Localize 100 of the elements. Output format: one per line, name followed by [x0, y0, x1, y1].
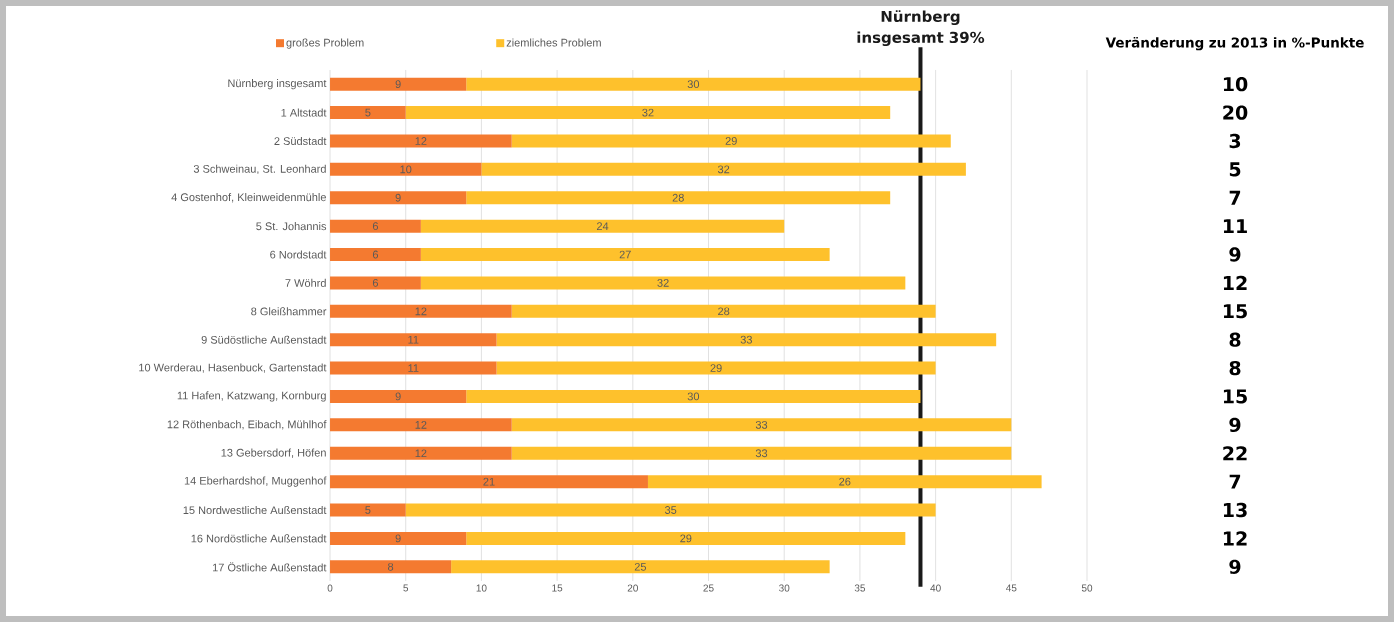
- data-label: 28: [672, 193, 684, 202]
- data-label: 12: [415, 307, 427, 316]
- text: 20: [1223, 105, 1248, 120]
- x-tick-label: 15: [552, 584, 563, 592]
- data-label: 32: [717, 165, 730, 174]
- data-label: 12: [415, 449, 427, 458]
- text: 7: [1229, 474, 1241, 489]
- bar: [451, 560, 830, 574]
- bar: [330, 77, 467, 91]
- legend-label: großes Problem: [286, 38, 364, 49]
- data-label: 6: [372, 222, 379, 231]
- x-tick-label: 30: [779, 584, 790, 592]
- x-tick-label: 5: [403, 584, 409, 592]
- text: 8: [1229, 332, 1241, 347]
- y-tick-label: 8 Gleißhammer: [251, 307, 327, 316]
- text: 8: [1229, 360, 1241, 376]
- bar: [511, 418, 1012, 432]
- y-tick-label: 17 Östliche Außenstadt: [213, 562, 327, 572]
- data-label: 9: [395, 392, 401, 401]
- legend-label: ziemliches Problem: [506, 38, 601, 47]
- data-label: 32: [642, 108, 654, 117]
- y-tick-label: 12 Röthenbach, Eibach, Mühlhof: [167, 420, 327, 430]
- data-label: 8: [388, 562, 394, 571]
- x-tick-label: 45: [1005, 584, 1017, 592]
- text: 12: [1223, 531, 1247, 546]
- data-label: 9: [395, 534, 401, 543]
- y-tick-label: 13 Gebersdorf, Höfen: [221, 448, 326, 458]
- text: 22: [1223, 446, 1247, 461]
- data-label: 11: [408, 364, 419, 372]
- data-label: 32: [657, 279, 669, 287]
- data-label: 28: [718, 307, 730, 316]
- bar: [330, 333, 497, 347]
- text: 5: [1229, 162, 1241, 177]
- y-tick-label: 9 Südöstliche Außenstadt: [201, 335, 327, 344]
- data-label: 33: [755, 420, 768, 429]
- text: 13: [1223, 502, 1247, 518]
- data-label: 9: [395, 80, 401, 89]
- y-tick-label: 6 Nordstadt: [270, 250, 327, 259]
- bar: [420, 276, 906, 290]
- x-tick-label: 50: [1081, 584, 1093, 592]
- bar: [330, 219, 421, 233]
- data-label: 11: [408, 335, 419, 344]
- text: 12: [1223, 275, 1247, 290]
- data-label: 12: [415, 137, 427, 145]
- bar: [330, 560, 452, 574]
- data-label: 30: [687, 80, 700, 89]
- data-label: 9: [395, 193, 401, 202]
- bar: [511, 304, 936, 318]
- bar: [405, 503, 936, 517]
- bar: [496, 361, 936, 375]
- y-tick-label: 3 Schweinau, St. Leonhard: [193, 164, 326, 175]
- text: 15: [1223, 304, 1247, 319]
- y-tick-label: 1 Altstadt: [281, 108, 327, 117]
- bar: [466, 389, 921, 403]
- y-tick-label: 15 Nordwestliche Außenstadt: [183, 505, 327, 515]
- text: 7: [1229, 190, 1241, 205]
- y-tick-label: 7 Wöhrd: [285, 278, 326, 287]
- x-tick-label: 0: [327, 584, 333, 592]
- text: 3: [1229, 133, 1241, 149]
- bar: [647, 475, 1042, 489]
- y-tick-label: 11 Hafen, Katzwang, Kornburg: [177, 391, 326, 402]
- bar: [330, 248, 421, 262]
- bar: [420, 219, 785, 233]
- bar: [330, 475, 648, 489]
- data-label: 21: [483, 477, 495, 486]
- data-label: 10: [400, 165, 412, 174]
- data-label: 5: [365, 108, 371, 117]
- data-label: 26: [839, 477, 851, 486]
- data-label: 24: [596, 222, 609, 230]
- bar: [466, 531, 906, 545]
- data-label: 5: [365, 506, 371, 514]
- bar: [466, 191, 891, 205]
- data-label: 6: [372, 279, 379, 287]
- bar: [511, 134, 951, 148]
- x-tick-label: 35: [854, 584, 866, 592]
- bar: [420, 248, 830, 262]
- data-label: 29: [710, 364, 722, 372]
- data-label: 6: [372, 250, 379, 259]
- x-tick-label: 40: [930, 584, 941, 592]
- bar: [330, 304, 512, 318]
- bar: [330, 162, 482, 176]
- bar: [405, 106, 891, 120]
- bar: [481, 162, 966, 176]
- y-tick-label: 10 Werderau, Hasenbuck, Gartenstadt: [139, 363, 327, 373]
- data-label: 12: [415, 421, 427, 429]
- bar: [496, 333, 997, 347]
- bar: [330, 446, 512, 460]
- data-label: 29: [725, 137, 737, 145]
- text: Veränderung zu 2013 in %-Punkte: [1105, 36, 1364, 51]
- bar: [330, 276, 421, 290]
- bar: [330, 389, 467, 403]
- data-label: 33: [740, 335, 753, 344]
- text: 9: [1229, 559, 1241, 574]
- bar: [330, 191, 467, 205]
- bar: [466, 77, 921, 91]
- x-tick-label: 25: [703, 584, 714, 592]
- text: 11: [1223, 219, 1247, 234]
- x-tick-label: 10: [476, 584, 487, 592]
- y-tick-label: 5 St. Johannis: [256, 222, 327, 231]
- bar: [330, 361, 497, 375]
